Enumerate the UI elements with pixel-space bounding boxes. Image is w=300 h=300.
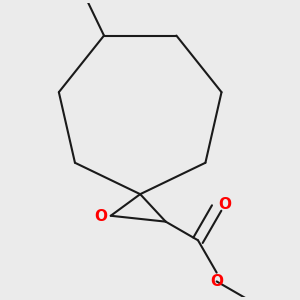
Text: O: O: [210, 274, 223, 289]
Text: O: O: [94, 209, 107, 224]
Text: O: O: [218, 196, 231, 211]
